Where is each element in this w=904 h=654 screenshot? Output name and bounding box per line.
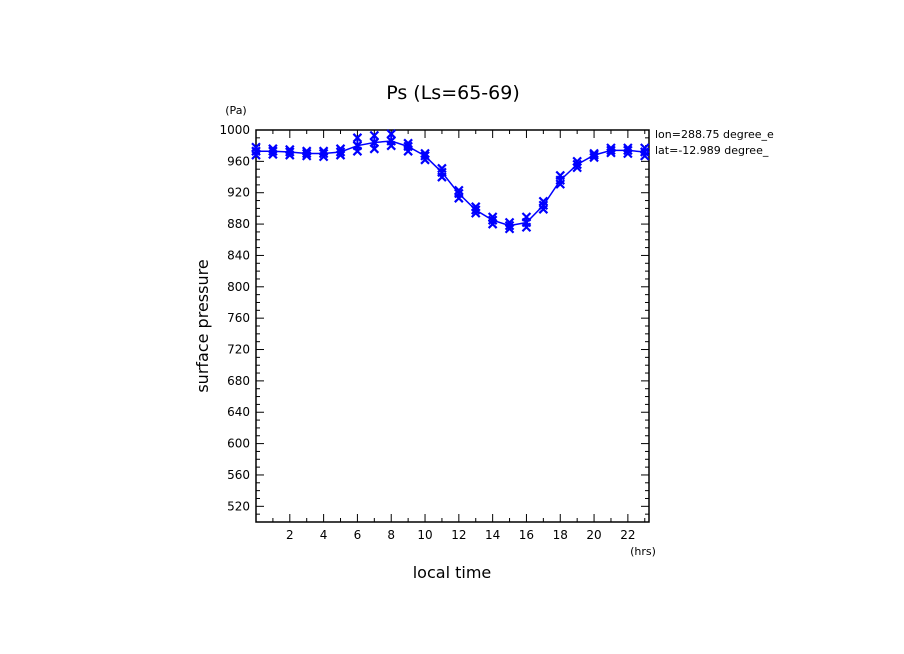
x-tick-label: 14 <box>485 528 500 542</box>
x-tick-label: 10 <box>417 528 432 542</box>
data-point-marker <box>268 149 278 160</box>
x-tick-label: 12 <box>451 528 466 542</box>
data-point-marker <box>335 147 346 157</box>
data-point-marker <box>589 150 599 160</box>
data-point-marker <box>487 212 498 222</box>
data-point-marker <box>318 148 329 159</box>
data-point-marker <box>572 162 582 173</box>
data-point-marker <box>386 140 397 151</box>
x-tick-label: 8 <box>387 528 395 542</box>
x-tick-label: 16 <box>519 528 534 542</box>
data-point-marker <box>572 159 582 170</box>
data-point-marker <box>369 144 380 154</box>
data-point-marker <box>504 220 515 231</box>
data-point-marker <box>352 133 363 143</box>
data-point-marker <box>504 224 515 234</box>
series-line <box>256 140 645 227</box>
data-point-marker <box>403 146 413 156</box>
data-point-marker <box>589 152 599 163</box>
y-tick-label: 680 <box>227 374 250 388</box>
data-point-marker <box>318 151 329 162</box>
data-point-marker <box>639 151 650 161</box>
data-point-marker <box>454 193 464 203</box>
y-tick-label: 840 <box>227 248 250 262</box>
data-point-marker <box>623 145 633 156</box>
plot-area: 2 4 6 8 10 12 14 16 18 20 22 520 560 600 640 680 720 760 8… <box>219 123 650 542</box>
x-tick-label: 4 <box>320 528 328 542</box>
y-tick-label: 880 <box>227 217 250 231</box>
y-unit-label: (Pa) <box>225 104 246 117</box>
annotation-lat: lat=-12.989 degree_ <box>655 144 769 157</box>
data-point-marker <box>470 208 481 218</box>
data-point-marker <box>454 185 464 196</box>
data-point-marker <box>285 147 295 157</box>
data-point-marker <box>403 138 413 149</box>
data-point-marker <box>606 147 616 158</box>
y-tick-label: 960 <box>227 154 250 168</box>
data-point-marker <box>521 222 532 232</box>
y-tick-label: 640 <box>227 405 250 419</box>
y-tick-label: 760 <box>227 311 250 325</box>
plot-frame <box>255 129 650 523</box>
y-tick-label: 920 <box>227 186 250 200</box>
data-point-marker <box>352 146 363 156</box>
data-point-marker <box>301 151 312 161</box>
data-point-marker <box>437 172 447 182</box>
y-tick-label: 720 <box>227 343 250 357</box>
data-point-marker <box>470 205 481 215</box>
data-point-marker <box>623 148 633 159</box>
x-tick-label: 6 <box>354 528 362 542</box>
data-point-marker <box>420 155 430 165</box>
y-tick-label: 800 <box>227 280 250 294</box>
x-tick-label: 2 <box>286 528 294 542</box>
x-unit-label: (hrs) <box>630 545 656 558</box>
data-point-marker <box>555 179 566 189</box>
data-point-marker <box>335 150 346 160</box>
y-tick-label: 520 <box>227 499 250 513</box>
x-tick-label: 22 <box>620 528 635 542</box>
y-axis-title: surface pressure <box>193 259 212 392</box>
x-tick-label: 20 <box>586 528 601 542</box>
data-point-marker <box>369 130 380 141</box>
data-point-marker <box>386 129 397 139</box>
data-point-marker <box>251 150 261 160</box>
x-axis-title: local time <box>413 563 492 582</box>
y-tick-label: 560 <box>227 468 250 482</box>
y-tick-label: 1000 <box>219 123 250 137</box>
x-tick-label: 18 <box>553 528 568 542</box>
data-point-marker <box>606 145 616 156</box>
y-tick-label: 600 <box>227 437 250 451</box>
data-point-marker <box>285 150 295 160</box>
annotation-lon: lon=288.75 degree_e <box>655 128 774 141</box>
data-point-marker <box>301 148 312 159</box>
chart-title: Ps (Ls=65-69) <box>386 82 520 104</box>
data-point-marker <box>487 219 498 229</box>
data-point-marker <box>538 204 549 214</box>
data-point-marker <box>268 146 278 156</box>
